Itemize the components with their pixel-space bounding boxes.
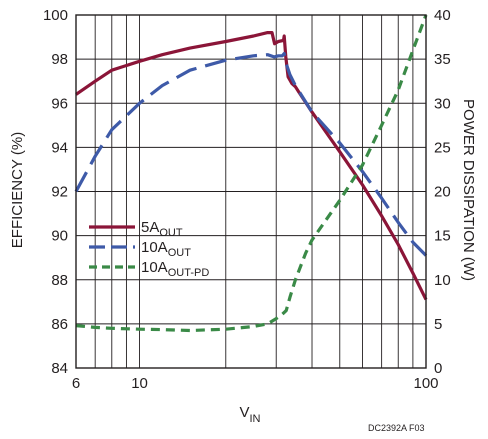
legend-label-1: 5AOUT xyxy=(141,219,183,239)
series-line-1 xyxy=(75,30,428,301)
y-axis-right-label: POWER DISSIPATION (W) xyxy=(460,99,477,281)
y-left-tick-label: 92 xyxy=(51,184,68,201)
grid xyxy=(75,14,427,369)
y-left-tick-label: 84 xyxy=(51,360,68,377)
legend-label-2: 10AOUT xyxy=(141,239,191,259)
series-line-3 xyxy=(75,14,428,333)
y-right-tick-label: 20 xyxy=(434,184,451,201)
y-axis-left-label: EFFICIENCY (%) xyxy=(9,132,26,248)
y-left-tick-label: 96 xyxy=(51,95,68,112)
y-right-tick-label: 30 xyxy=(434,95,451,112)
legend-label-3: 10AOUT-PD xyxy=(141,259,209,279)
y-left-tick-label: 100 xyxy=(43,7,68,24)
x-tick-label: 100 xyxy=(413,375,438,392)
y-right-tick-label: 40 xyxy=(434,7,451,24)
y-left-tick-label: 88 xyxy=(51,272,68,289)
y-right-tick-label: 5 xyxy=(434,316,442,333)
y-right-tick-label: 25 xyxy=(434,139,451,156)
y-left-tick-label: 98 xyxy=(51,51,68,68)
y-left-tick-label: 94 xyxy=(51,139,68,156)
y-right-tick-label: 0 xyxy=(434,360,442,377)
x-axis-label-main: V xyxy=(239,404,249,421)
y-right-tick-label: 10 xyxy=(434,272,451,289)
x-axis-label: VIN xyxy=(239,404,260,425)
x-tick-label: 6 xyxy=(72,375,80,392)
plot-frame xyxy=(75,14,427,369)
x-tick-label: 10 xyxy=(131,375,148,392)
y-left-tick-label: 86 xyxy=(51,316,68,333)
figure-note: DC2392A F03 xyxy=(368,423,425,433)
y-right-tick-label: 35 xyxy=(434,51,451,68)
y-left-tick-label: 90 xyxy=(51,228,68,245)
y-right-tick-label: 15 xyxy=(434,228,451,245)
x-axis-label-sub: IN xyxy=(250,413,261,425)
series-lines xyxy=(74,14,428,333)
series-line-2 xyxy=(74,51,428,257)
